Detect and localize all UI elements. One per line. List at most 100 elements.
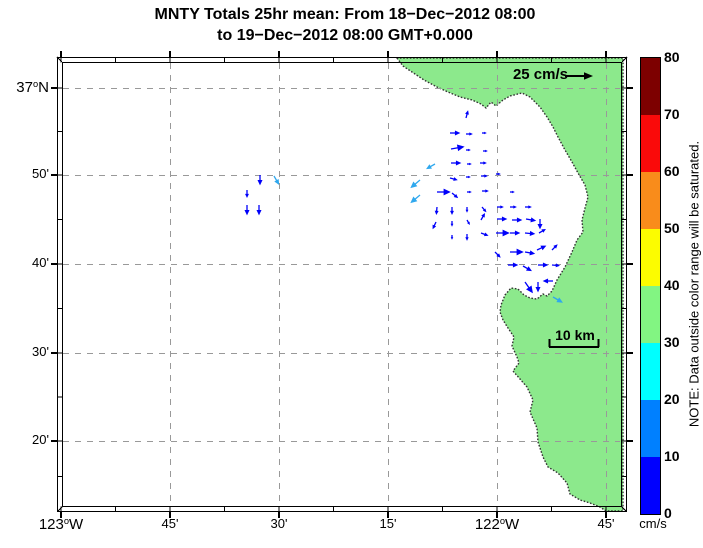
current-vector-arrow — [432, 221, 437, 230]
current-vector-arrow — [483, 149, 488, 153]
current-vector-arrow — [410, 179, 421, 189]
current-vector-arrow — [426, 163, 436, 170]
current-vector-arrow — [256, 205, 262, 216]
current-vector-arrow — [482, 131, 487, 135]
x-tick-label: 122oW — [474, 515, 520, 533]
colorbar-band — [641, 58, 660, 115]
scale-bar — [548, 339, 600, 348]
x-tick-label: 45' — [161, 516, 179, 531]
current-vector-arrow — [434, 206, 439, 216]
chart-title: MNTY Totals 25hr mean: From 18−Dec−2012 … — [0, 4, 690, 46]
scale-bar-label: 10 km — [555, 327, 595, 343]
current-vector-arrow — [273, 175, 280, 185]
colorbar-tick-label: 10 — [664, 448, 680, 464]
colorbar-tick-label: 70 — [664, 106, 680, 122]
current-vector-arrow — [466, 148, 471, 152]
current-vector-arrow — [494, 251, 501, 258]
current-vector-arrow — [451, 192, 459, 199]
current-vector-arrow — [538, 262, 549, 268]
current-vector-arrow — [466, 219, 470, 225]
colorbar — [640, 57, 661, 515]
y-tick-label: 50' — [32, 166, 49, 181]
current-vector-arrow — [510, 205, 517, 209]
y-tick-label: 37oN — [16, 78, 49, 96]
chart-title-line1: MNTY Totals 25hr mean: From 18−Dec−2012 … — [154, 6, 536, 23]
current-vector-arrow — [482, 189, 489, 193]
current-vector-arrow — [551, 263, 561, 268]
current-vector-arrow — [480, 161, 487, 165]
colorbar-tick-label: 60 — [664, 163, 680, 179]
colorbar-band — [641, 172, 660, 229]
colorbar-band — [641, 457, 660, 514]
current-vector-arrow — [465, 110, 469, 119]
current-vector-arrow — [465, 234, 469, 241]
current-vector-arrow — [510, 248, 524, 256]
x-tick-label: 15' — [379, 516, 397, 531]
current-vector-arrow — [410, 194, 421, 204]
current-vector-arrow — [450, 235, 454, 240]
current-vector-arrow — [496, 172, 501, 176]
current-vector-arrow — [512, 217, 523, 223]
current-vector-arrow — [244, 205, 250, 216]
current-vector-arrow — [450, 144, 465, 152]
current-vector-arrow — [497, 216, 508, 222]
axis-ticks — [51, 51, 633, 518]
current-vector-arrow — [551, 244, 558, 251]
current-vector-arrow — [481, 206, 487, 213]
colorbar-band — [641, 343, 660, 400]
current-vector-arrow — [538, 228, 546, 234]
colorbar-tick-label: 0 — [664, 505, 672, 521]
current-vector-arrow — [451, 160, 462, 166]
current-vectors — [244, 110, 563, 303]
current-vector-arrow — [496, 229, 510, 237]
current-vector-arrow — [466, 132, 473, 136]
colorbar-band — [641, 286, 660, 343]
current-vector-arrow — [535, 282, 541, 293]
map-frame — [56, 56, 628, 513]
current-vector-arrow — [466, 175, 471, 179]
current-vector-arrow — [510, 190, 515, 194]
current-vector-arrow — [524, 281, 533, 294]
current-vector-arrow — [537, 219, 543, 230]
current-vector-arrow — [450, 207, 454, 216]
colorbar-band — [641, 400, 660, 457]
current-vector-arrow — [542, 278, 553, 284]
current-vector-arrow — [525, 217, 537, 223]
gridlines — [63, 63, 620, 506]
current-vector-arrow — [480, 213, 486, 221]
colorbar-tick-label: 20 — [664, 391, 680, 407]
x-tick-label: 45' — [597, 516, 615, 531]
current-vector-arrow — [508, 262, 519, 268]
current-vector-arrow — [450, 130, 461, 136]
colorbar-units-label: cm/s — [639, 516, 667, 531]
current-vector-arrow — [257, 175, 263, 186]
map-plot — [51, 51, 633, 518]
current-vector-arrow — [497, 205, 504, 209]
current-vector-arrow — [245, 190, 249, 199]
current-vector-arrow — [536, 245, 547, 251]
colorbar-band — [641, 229, 660, 286]
current-vector-arrow — [467, 190, 472, 194]
y-tick-label: 40' — [32, 255, 49, 270]
y-tick-label: 20' — [32, 432, 49, 447]
current-vector-arrow — [467, 162, 472, 166]
reference-vector-arrow — [565, 72, 593, 80]
x-tick-label: 123oW — [38, 515, 84, 533]
colorbar-tick-label: 40 — [664, 277, 680, 293]
chart-title-line2: to 19−Dec−2012 08:00 GMT+0.000 — [217, 27, 473, 44]
colorbar-tick-label: 80 — [664, 49, 680, 65]
x-tick-label: 30' — [270, 516, 288, 531]
current-vector-arrow — [524, 230, 536, 236]
colorbar-tick-label: 50 — [664, 220, 680, 236]
colorbar-band — [641, 115, 660, 172]
y-tick-label: 30' — [32, 344, 49, 359]
current-vector-arrow — [465, 207, 469, 213]
current-vector-arrow — [522, 265, 532, 272]
current-vector-arrow — [524, 250, 536, 256]
current-vector-arrow — [450, 221, 454, 227]
ocean-background — [57, 57, 627, 512]
current-vector-arrow — [510, 230, 521, 236]
current-vector-arrow — [480, 232, 489, 237]
colorbar-note: NOTE: Data outside color range will be s… — [686, 140, 702, 428]
